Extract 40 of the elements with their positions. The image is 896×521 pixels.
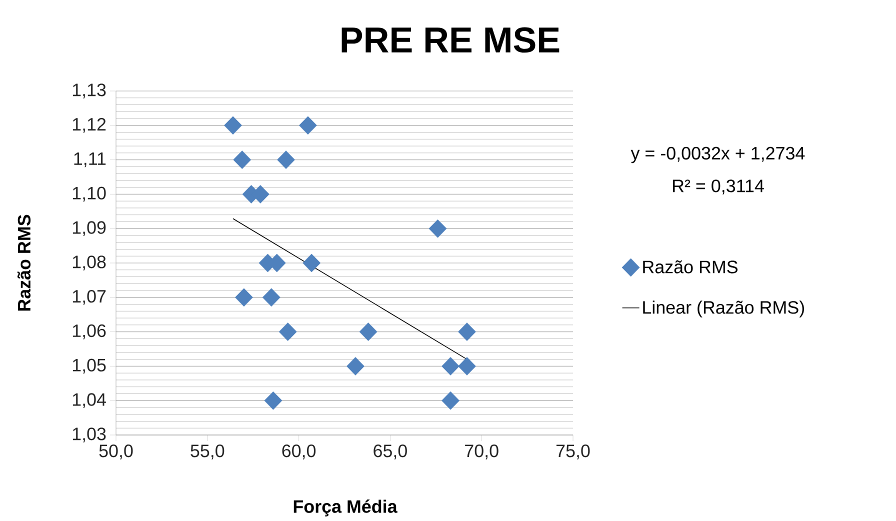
point: [359, 322, 378, 341]
y-tick-label: 1,04: [72, 393, 106, 408]
y-axis-title: Razão RMS: [17, 214, 31, 311]
x-axis-title: Força Média: [294, 500, 398, 516]
y-tick-label: 1,12: [72, 118, 106, 133]
point: [302, 254, 321, 272]
y-tick-label: 1,05: [72, 358, 106, 374]
point: [264, 391, 282, 410]
x-tick-label: 70,0: [465, 444, 498, 460]
point: [346, 357, 364, 376]
x-tick-label: 75,0: [556, 444, 590, 460]
point: [298, 116, 317, 135]
point: [442, 391, 460, 410]
text: y = -0,0032x + 1,2734: [630, 146, 805, 164]
x-tick-label: 65,0: [374, 444, 407, 460]
point: [224, 116, 242, 135]
y-tick-label: 1,06: [72, 324, 106, 340]
point: [458, 322, 476, 341]
point: [428, 219, 447, 238]
y-tick-label: 1,08: [72, 256, 106, 270]
point: [458, 357, 476, 376]
legend-label: Linear (Razão RMS): [643, 300, 804, 318]
legend-label: Razão RMS: [643, 260, 738, 274]
point: [442, 357, 460, 376]
x-tick-label: 50,0: [99, 444, 133, 460]
y-tick-label: 1,07: [72, 290, 106, 305]
y-tick-label: 1,09: [72, 221, 106, 236]
y-tick-label: 1,13: [72, 84, 106, 98]
point: [262, 288, 280, 307]
x-tick-label: 60,0: [282, 444, 316, 460]
chart-title: PRE RE MSE: [342, 27, 560, 53]
y-tick-label: 1,11: [74, 152, 106, 168]
x-tick-label: 55,0: [190, 444, 224, 460]
y-tick-label: 1,10: [72, 186, 106, 202]
y-tick-label: 1,03: [72, 428, 106, 442]
text: R² = 0,3114: [673, 180, 764, 194]
point: [234, 288, 253, 307]
point: [277, 150, 295, 169]
point: [278, 322, 297, 341]
point: [233, 150, 252, 169]
